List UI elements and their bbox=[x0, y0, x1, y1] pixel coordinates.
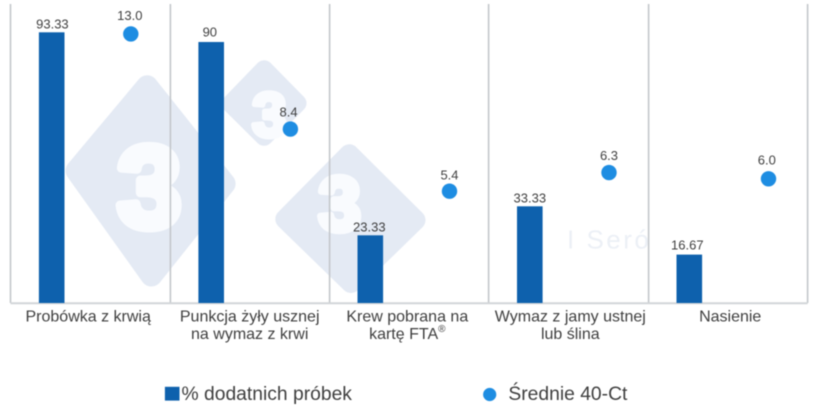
svg-text:90: 90 bbox=[203, 25, 217, 40]
svg-text:6.3: 6.3 bbox=[600, 148, 618, 163]
svg-text:Nasienie: Nasienie bbox=[699, 309, 761, 326]
svg-text:5.4: 5.4 bbox=[440, 168, 458, 183]
svg-text:93.33: 93.33 bbox=[36, 16, 69, 31]
svg-text:Probówka z krwią: Probówka z krwią bbox=[26, 309, 151, 326]
svg-text:13.0: 13.0 bbox=[117, 8, 142, 23]
svg-text:23.33: 23.33 bbox=[353, 219, 386, 234]
svg-text:Średnie 40-Ct: Średnie 40-Ct bbox=[508, 381, 628, 405]
svg-text:6.0: 6.0 bbox=[758, 152, 776, 167]
svg-text:8.4: 8.4 bbox=[280, 104, 298, 119]
svg-text:I Seró: I Seró bbox=[567, 224, 651, 254]
svg-text:16.67: 16.67 bbox=[671, 237, 704, 252]
svg-text:3: 3 bbox=[319, 162, 361, 247]
svg-text:3: 3 bbox=[117, 123, 181, 251]
svg-text:3: 3 bbox=[252, 82, 286, 151]
svg-text:Krew pobrana na: Krew pobrana na bbox=[346, 309, 468, 326]
svg-text:33.33: 33.33 bbox=[514, 190, 547, 205]
svg-text:lub ślina: lub ślina bbox=[541, 326, 600, 343]
svg-text:% dodatnich próbek: % dodatnich próbek bbox=[182, 384, 353, 405]
svg-text:Punkcja żyły usznej: Punkcja żyły usznej bbox=[180, 309, 320, 326]
svg-text:kartę FTA®: kartę FTA® bbox=[369, 324, 446, 343]
svg-text:na wymaz z krwi: na wymaz z krwi bbox=[191, 326, 308, 343]
svg-text:Wymaz z jamy ustnej: Wymaz z jamy ustnej bbox=[495, 309, 646, 326]
